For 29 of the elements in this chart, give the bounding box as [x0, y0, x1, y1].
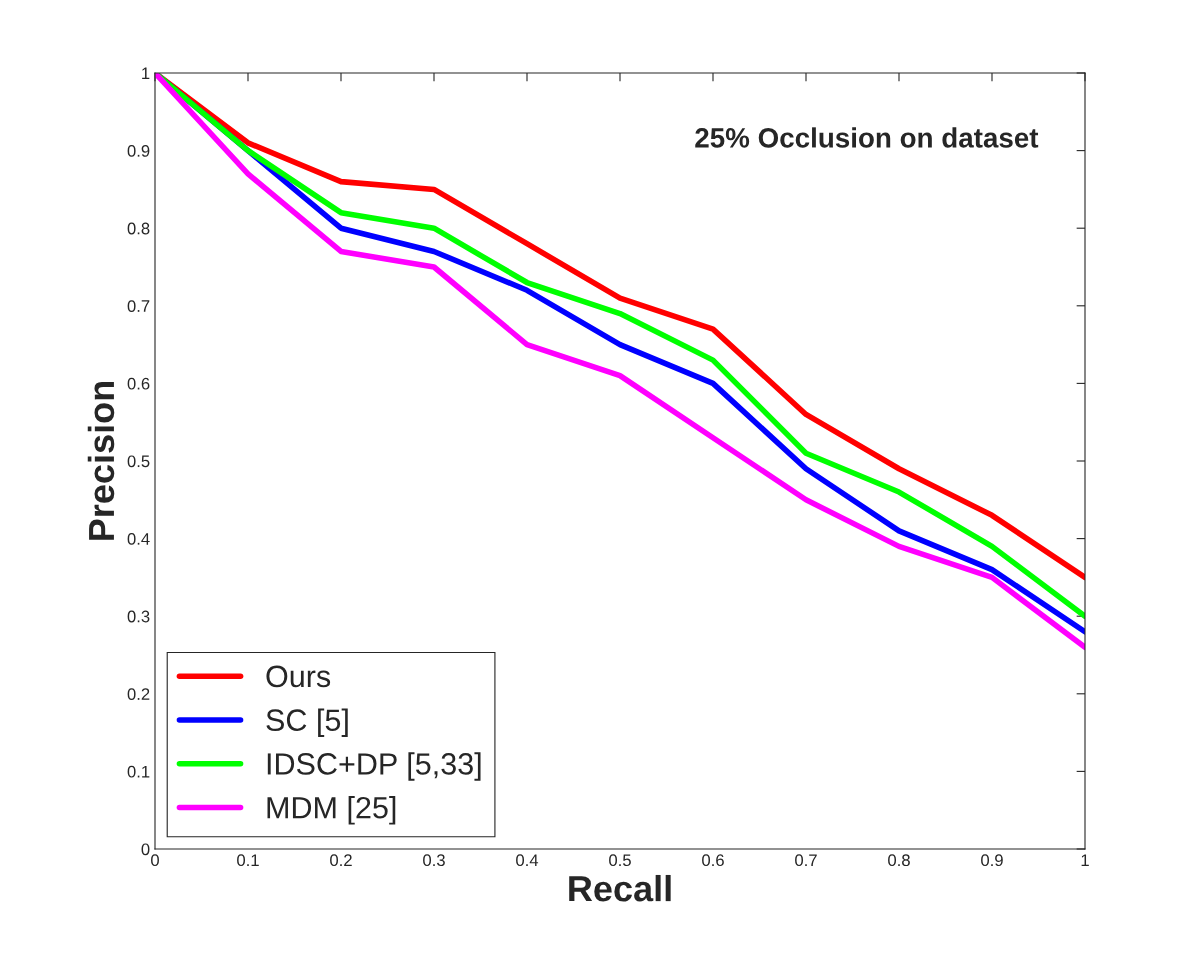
- x-axis-title: Recall: [569, 874, 671, 902]
- y-axis-title: Precision: [87, 381, 115, 540]
- y-tick-label: 0.7: [127, 300, 150, 312]
- text: 25% Occlusion on dataset: [695, 127, 1039, 148]
- x-tick-label: 0.8: [888, 854, 910, 867]
- legend-label: MDM [25]: [267, 796, 396, 825]
- x-tick-label: 0.5: [609, 854, 631, 867]
- y-tick-label: 0.5: [127, 455, 150, 468]
- y-tick-label: 0.6: [127, 377, 150, 390]
- x-tick-label: 0.3: [423, 854, 445, 867]
- x-tick-label: 0.9: [981, 854, 1003, 867]
- y-tick-label: 0.3: [127, 610, 150, 623]
- legend-label: IDSC+DP [5,33]: [267, 752, 481, 781]
- y-tick-label: 0.1: [127, 765, 150, 778]
- y-tick-label: 0.8: [127, 222, 150, 235]
- y-tick-label: 0.9: [127, 145, 150, 157]
- x-tick-label: 0.4: [516, 854, 539, 867]
- legend-label: SC [5]: [266, 708, 348, 738]
- y-tick-label: 0: [141, 843, 150, 856]
- y-tick-label: 0.4: [127, 533, 150, 545]
- x-tick-label: 0.6: [702, 854, 724, 867]
- legend-label: Ours: [266, 665, 331, 688]
- x-tick-label: 1: [1081, 854, 1089, 866]
- y-tick-label: 0.2: [127, 688, 150, 700]
- x-tick-label: 0.2: [330, 854, 352, 867]
- y-tick-label: 1: [142, 67, 150, 80]
- x-tick-label: 0.7: [795, 854, 817, 867]
- x-tick-label: 0.1: [237, 854, 259, 867]
- x-tick-label: 0: [151, 854, 159, 867]
